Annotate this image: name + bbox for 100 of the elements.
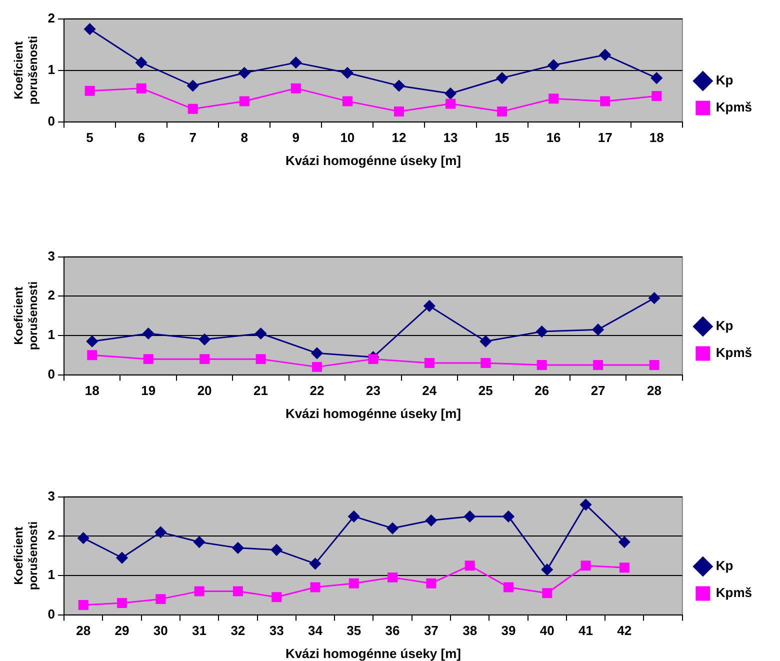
point bbox=[619, 562, 630, 573]
point bbox=[426, 578, 436, 588]
point bbox=[648, 292, 660, 304]
x-tick-label: 12 bbox=[392, 130, 406, 146]
y-axis-title: Koeficient porušenosti bbox=[12, 281, 40, 350]
x-tick-label: 41 bbox=[578, 623, 593, 638]
point bbox=[187, 80, 199, 92]
x-tick-label: 27 bbox=[590, 383, 606, 398]
point bbox=[394, 106, 404, 116]
point bbox=[238, 67, 250, 79]
point bbox=[548, 94, 559, 104]
point bbox=[348, 510, 360, 522]
legend-label: Kp bbox=[716, 558, 734, 574]
point bbox=[290, 56, 302, 68]
point bbox=[425, 514, 437, 526]
x-tick-label: 25 bbox=[478, 383, 493, 398]
y-tick-label: 3 bbox=[48, 488, 56, 504]
point bbox=[239, 96, 250, 106]
x-tick-label: 30 bbox=[153, 623, 168, 638]
point bbox=[541, 564, 553, 576]
point bbox=[542, 588, 552, 598]
legend-label: Kpmš bbox=[716, 100, 752, 115]
y-axis-title: Koeficient porušenosti bbox=[12, 36, 40, 105]
x-tick-label: 32 bbox=[230, 623, 246, 638]
x-tick-label: 28 bbox=[76, 623, 91, 638]
point bbox=[87, 350, 98, 360]
point bbox=[342, 96, 352, 106]
point bbox=[136, 56, 148, 68]
point bbox=[290, 83, 301, 94]
x-tick-label: 6 bbox=[138, 130, 145, 146]
point bbox=[444, 88, 456, 100]
point bbox=[600, 96, 610, 106]
legend-label: Kpmš bbox=[716, 345, 752, 360]
point bbox=[497, 106, 508, 116]
x-tick-label: 15 bbox=[494, 130, 510, 146]
point bbox=[272, 592, 282, 602]
x-tick-label: 23 bbox=[366, 383, 380, 398]
point bbox=[424, 300, 436, 312]
point bbox=[580, 498, 592, 510]
y-tick-label: 1 bbox=[48, 62, 56, 77]
point bbox=[618, 536, 630, 548]
x-tick-label: 5 bbox=[86, 130, 94, 146]
point bbox=[188, 104, 198, 114]
point bbox=[117, 598, 127, 608]
x-tick-label: 8 bbox=[240, 130, 248, 146]
x-tick-label: 18 bbox=[84, 383, 100, 398]
x-tick-label: 17 bbox=[598, 130, 612, 146]
x-axis-title: Kvázi homogénne úseky [m] bbox=[285, 406, 461, 421]
x-tick-label: 36 bbox=[385, 623, 400, 638]
point bbox=[480, 358, 491, 368]
x-tick-label: 33 bbox=[269, 623, 284, 638]
point bbox=[78, 600, 88, 610]
point bbox=[310, 582, 320, 592]
point bbox=[143, 354, 154, 364]
x-tick-label: 29 bbox=[114, 623, 130, 638]
point bbox=[84, 23, 96, 35]
point bbox=[156, 594, 166, 604]
x-axis-title: Kvázi homogénne úseky [m] bbox=[285, 646, 461, 661]
point bbox=[342, 67, 354, 79]
point bbox=[652, 91, 662, 102]
point bbox=[154, 526, 166, 538]
x-tick-label: 19 bbox=[141, 383, 156, 398]
point bbox=[446, 98, 456, 109]
x-tick-label: 18 bbox=[649, 130, 664, 146]
x-tick-label: 22 bbox=[310, 383, 324, 398]
point bbox=[232, 586, 243, 596]
y-tick-label: 0 bbox=[48, 366, 56, 382]
point bbox=[593, 360, 604, 370]
point bbox=[496, 72, 508, 84]
x-tick-label: 13 bbox=[443, 130, 458, 146]
y-tick-label: 0 bbox=[48, 113, 56, 128]
point bbox=[368, 354, 378, 364]
x-tick-label: 42 bbox=[617, 623, 632, 638]
x-tick-label: 37 bbox=[424, 623, 438, 638]
point bbox=[348, 578, 359, 588]
point bbox=[78, 532, 90, 544]
y-tick-label: 0 bbox=[48, 606, 56, 622]
point bbox=[599, 49, 611, 61]
point bbox=[649, 360, 660, 370]
point bbox=[255, 328, 267, 340]
point bbox=[393, 80, 405, 92]
point bbox=[198, 334, 210, 346]
point bbox=[142, 328, 154, 340]
point bbox=[650, 72, 662, 84]
y-tick-label: 2 bbox=[48, 10, 56, 26]
x-tick-label: 34 bbox=[308, 623, 324, 638]
point bbox=[548, 59, 560, 71]
x-tick-label: 16 bbox=[546, 130, 561, 146]
point bbox=[200, 354, 210, 364]
point bbox=[194, 586, 204, 596]
point bbox=[580, 560, 591, 571]
point bbox=[256, 354, 266, 364]
x-tick-label: 21 bbox=[254, 383, 268, 398]
x-tick-label: 10 bbox=[340, 130, 355, 146]
legend-label: Kpmš bbox=[716, 585, 752, 600]
x-tick-label: 7 bbox=[189, 130, 196, 146]
point bbox=[386, 522, 398, 534]
x-tick-label: 35 bbox=[346, 623, 362, 638]
point bbox=[232, 542, 244, 554]
y-tick-label: 3 bbox=[48, 248, 56, 264]
